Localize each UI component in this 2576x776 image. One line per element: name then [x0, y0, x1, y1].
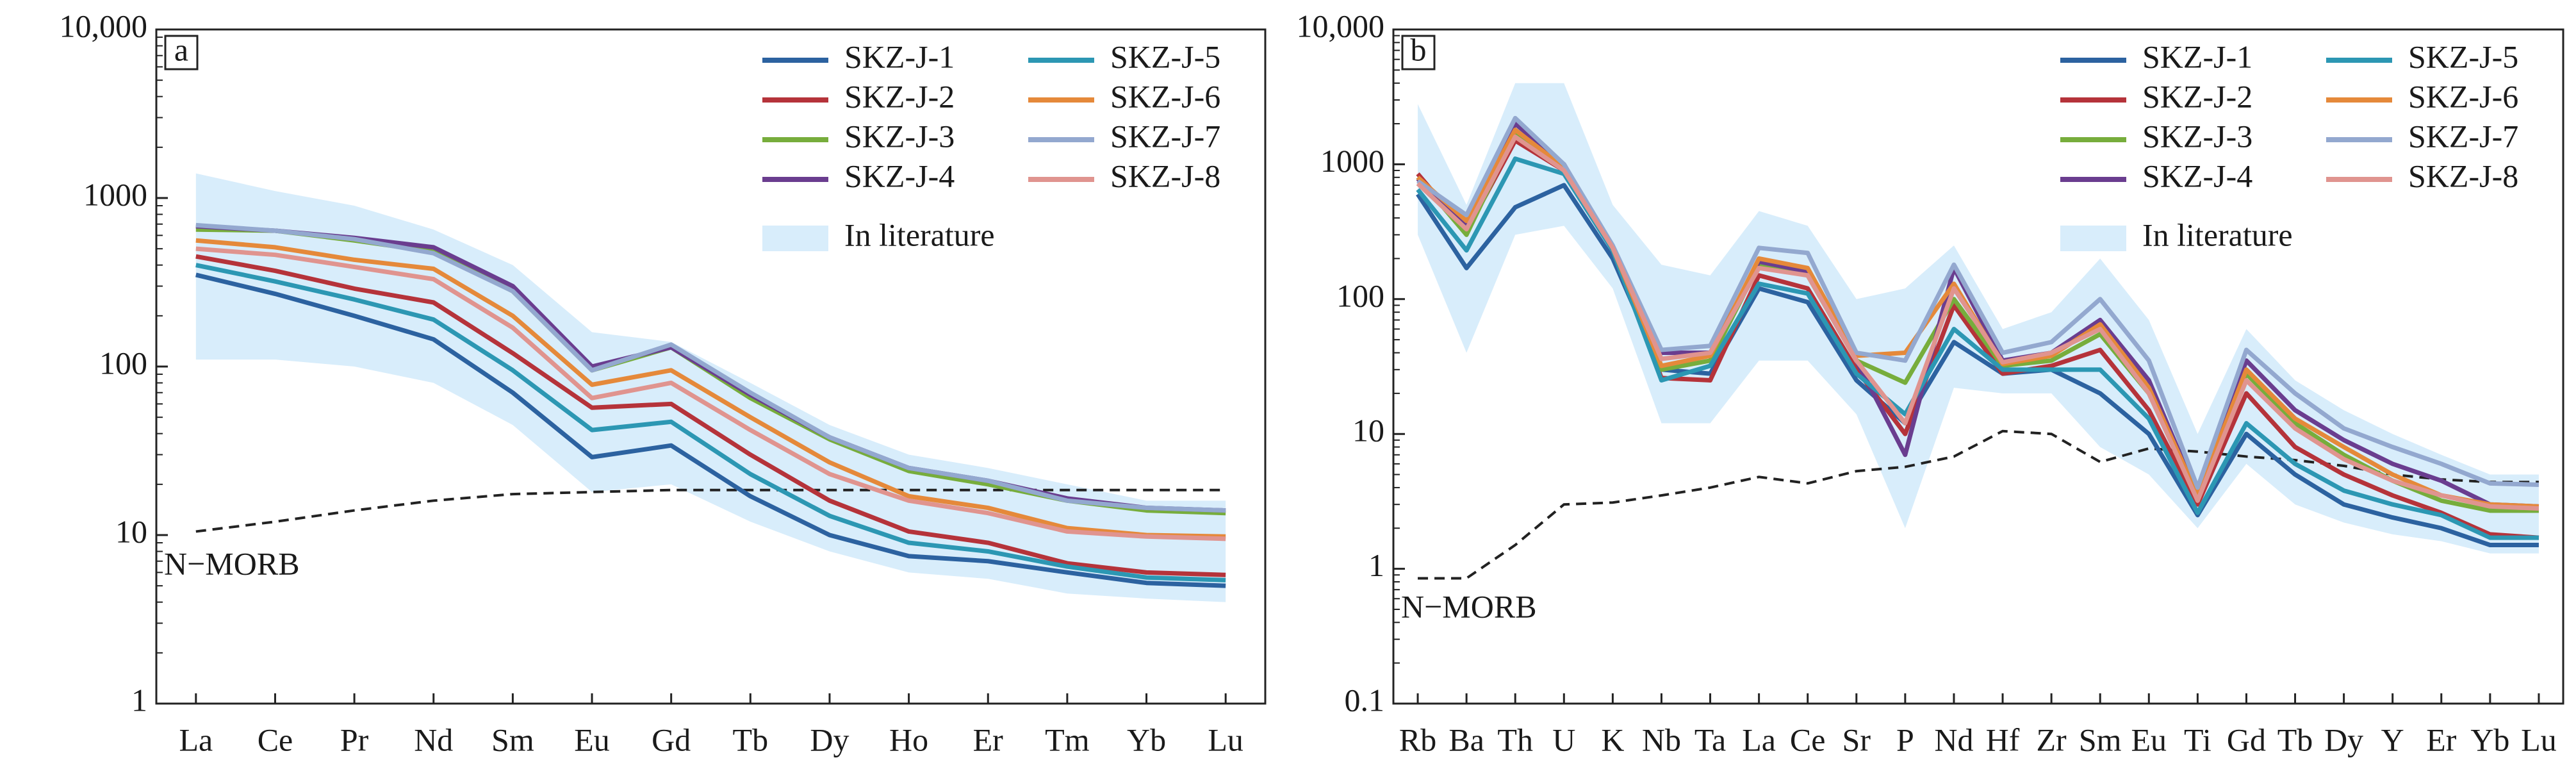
x-tick-label: Hf	[1986, 722, 2020, 757]
legend-label: SKZ-J-1	[2142, 38, 2252, 74]
x-tick-label: La	[179, 722, 213, 757]
x-tick-label: La	[1742, 722, 1776, 757]
x-tick-label: Sm	[2079, 722, 2122, 757]
y-tick-label: 10	[1352, 413, 1384, 449]
series-line	[195, 272, 1226, 588]
x-tick-label: Tb	[733, 722, 769, 757]
x-tick-label: Gd	[652, 722, 691, 757]
legend-label: SKZ-J-2	[2142, 78, 2252, 114]
x-tick-label: Y	[2381, 722, 2404, 757]
series-line	[1416, 183, 2539, 548]
x-tick-label: Ce	[258, 722, 293, 757]
x-tick-label: Ba	[1448, 722, 1484, 757]
x-tick-label: Dy	[2324, 722, 2363, 757]
legend-label: SKZ-J-5	[2408, 38, 2518, 74]
panel-label: a	[174, 31, 188, 67]
legend-label: SKZ-J-3	[844, 118, 955, 154]
y-tick-label: 1	[1368, 547, 1384, 583]
legend-label: SKZ-J-8	[2408, 158, 2518, 194]
y-tick-label: 10	[115, 513, 147, 549]
y-tick-label: 100	[1336, 277, 1384, 313]
y-tick-label: 1000	[83, 176, 147, 212]
x-tick-label: Eu	[2131, 722, 2167, 757]
reference-line	[195, 488, 1226, 533]
panel-label-box	[1401, 35, 1436, 70]
reference-label: N−MORB	[164, 545, 300, 581]
y-tick-label: 0.1	[1345, 682, 1385, 718]
legend-label: SKZ-J-6	[1110, 78, 1220, 114]
x-tick-label: Nd	[414, 722, 453, 757]
x-tick-label: Er	[973, 722, 1004, 757]
series-line	[195, 263, 1226, 582]
x-tick-label: Gd	[2227, 722, 2266, 757]
legend-label: SKZ-J-4	[2142, 158, 2252, 194]
x-tick-label: Sr	[1842, 722, 1871, 757]
x-tick-label: Ti	[2184, 722, 2211, 757]
legend-label: SKZ-J-1	[844, 38, 955, 74]
y-tick-label: 10,000	[60, 8, 148, 44]
series-line	[195, 246, 1226, 541]
series-line	[195, 222, 1226, 513]
x-tick-label: Yb	[1127, 722, 1166, 757]
panel: N−MORB 0.1 1 10 100 1000 10,000 Rb Ba Th U K Nb Ta La C…	[1297, 8, 2564, 757]
x-tick-label: Sm	[491, 722, 534, 757]
reference-label: N−MORB	[1401, 588, 1537, 624]
x-tick-label: K	[1601, 722, 1624, 757]
series-line	[195, 238, 1226, 539]
x-tick-label: Th	[1497, 722, 1533, 757]
x-tick-label: Lu	[2521, 722, 2557, 757]
x-tick-label: Nd	[1934, 722, 1973, 757]
x-tick-label: Nb	[1642, 722, 1681, 757]
y-tick-label: 10,000	[1297, 8, 1385, 44]
x-tick-label: Eu	[574, 722, 610, 757]
x-tick-label: Er	[2426, 722, 2457, 757]
x-tick-label: Dy	[810, 722, 849, 757]
plot-frame	[1392, 28, 2564, 705]
legend-label: SKZ-J-6	[2408, 78, 2518, 114]
x-tick-label: P	[1896, 722, 1914, 757]
x-tick-label: Ho	[889, 722, 928, 757]
legend-label: SKZ-J-8	[1110, 158, 1220, 194]
y-tick-label: 1000	[1320, 143, 1384, 179]
y-tick-label: 1	[131, 682, 147, 718]
legend-band-swatch	[762, 226, 828, 251]
legend-label: SKZ-J-5	[1110, 38, 1220, 74]
legend-label: SKZ-J-7	[1110, 118, 1220, 154]
legend-label: SKZ-J-4	[844, 158, 955, 194]
x-tick-label: Tm	[1045, 722, 1090, 757]
x-tick-label: Rb	[1399, 722, 1436, 757]
panel-label: b	[1411, 31, 1427, 67]
series-line	[1416, 134, 2539, 511]
x-tick-label: Ce	[1790, 722, 1826, 757]
panel-label-box	[164, 35, 199, 70]
x-tick-label: Zr	[2037, 722, 2067, 757]
legend-band-swatch	[2060, 226, 2126, 251]
y-tick-label: 100	[99, 345, 147, 381]
x-tick-label: Tb	[2277, 722, 2313, 757]
x-tick-label: Pr	[340, 722, 369, 757]
x-tick-label: Ta	[1694, 722, 1726, 757]
x-tick-label: U	[1552, 722, 1575, 757]
legend-label: SKZ-J-3	[2142, 118, 2252, 154]
panel: N−MORB 1 10 100 1000 10,000 La Ce Pr Nd Sm Eu Gd Tb Dy…	[60, 8, 1267, 757]
legend-label: SKZ-J-7	[2408, 118, 2518, 154]
legend-label: In literature	[2142, 217, 2293, 252]
x-tick-label: Yb	[2470, 722, 2509, 757]
x-tick-label: Lu	[1208, 722, 1243, 757]
legend-label: SKZ-J-2	[844, 78, 955, 114]
series-line	[195, 254, 1226, 577]
legend-label: In literature	[844, 217, 995, 252]
